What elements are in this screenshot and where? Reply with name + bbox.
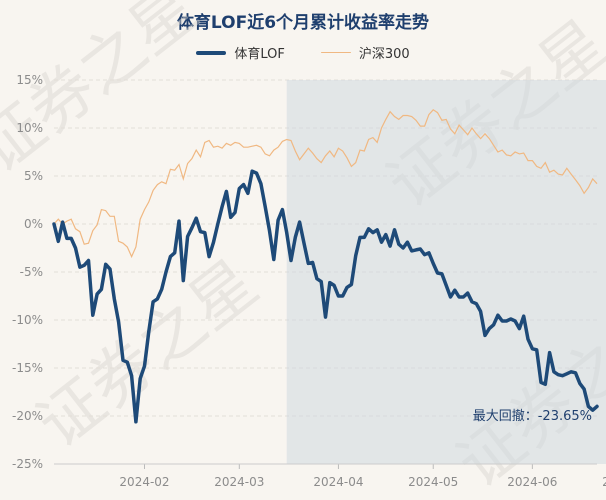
y-tick-label: -20% — [12, 409, 43, 423]
y-tick-label: -15% — [12, 361, 43, 375]
y-tick-label: 15% — [16, 73, 43, 87]
chart-title: 体育LOF近6个月累计收益率走势 — [176, 13, 430, 33]
legend-label-fund: 体育LOF — [234, 47, 285, 62]
chart-legend: 体育LOF 沪深300 — [0, 43, 606, 62]
y-axis: 15% 10% 5% 0% -5% -10% -15% -20% -25% — [12, 73, 43, 471]
max-drawdown-caption: 最大回撤： — [473, 408, 538, 424]
x-tick-label: 2024-05 — [408, 475, 458, 489]
y-tick-label: 5% — [24, 169, 43, 183]
x-tick-label: 2024-06 — [507, 475, 557, 489]
x-tick-label: 2024-03 — [214, 475, 264, 489]
x-tick-label: 2024-04 — [313, 475, 363, 489]
x-axis: 2024-02 2024-03 2024-04 2024-05 2024-06 2024-… — [119, 464, 606, 489]
legend-swatch-index — [320, 52, 351, 53]
series-line-index — [53, 109, 598, 259]
watermark-text-1: 证券之星 — [0, 0, 212, 188]
max-drawdown-value: -23.65% — [538, 409, 592, 424]
y-tick-label: -5% — [20, 265, 43, 279]
legend-swatch-fund — [196, 50, 227, 55]
legend-item-index[interactable]: 沪深300 — [320, 43, 410, 62]
y-tick-label: 0% — [24, 217, 43, 231]
x-tick-label: 2024-02 — [119, 475, 169, 489]
legend-label-index: 沪深300 — [358, 47, 410, 62]
series-line-fund — [52, 169, 599, 424]
watermark-text-3: 证券之星 — [24, 247, 271, 463]
x-tick-label: 2024-07 — [602, 475, 606, 489]
y-tick-label: -10% — [12, 313, 43, 327]
y-tick-label: 10% — [16, 121, 43, 135]
max-drawdown-label: 最大回撤：-23.65% — [473, 408, 592, 424]
max-drawdown-area — [286, 80, 606, 464]
y-tick-label: -25% — [12, 457, 43, 471]
legend-item-fund[interactable]: 体育LOF — [196, 43, 285, 62]
